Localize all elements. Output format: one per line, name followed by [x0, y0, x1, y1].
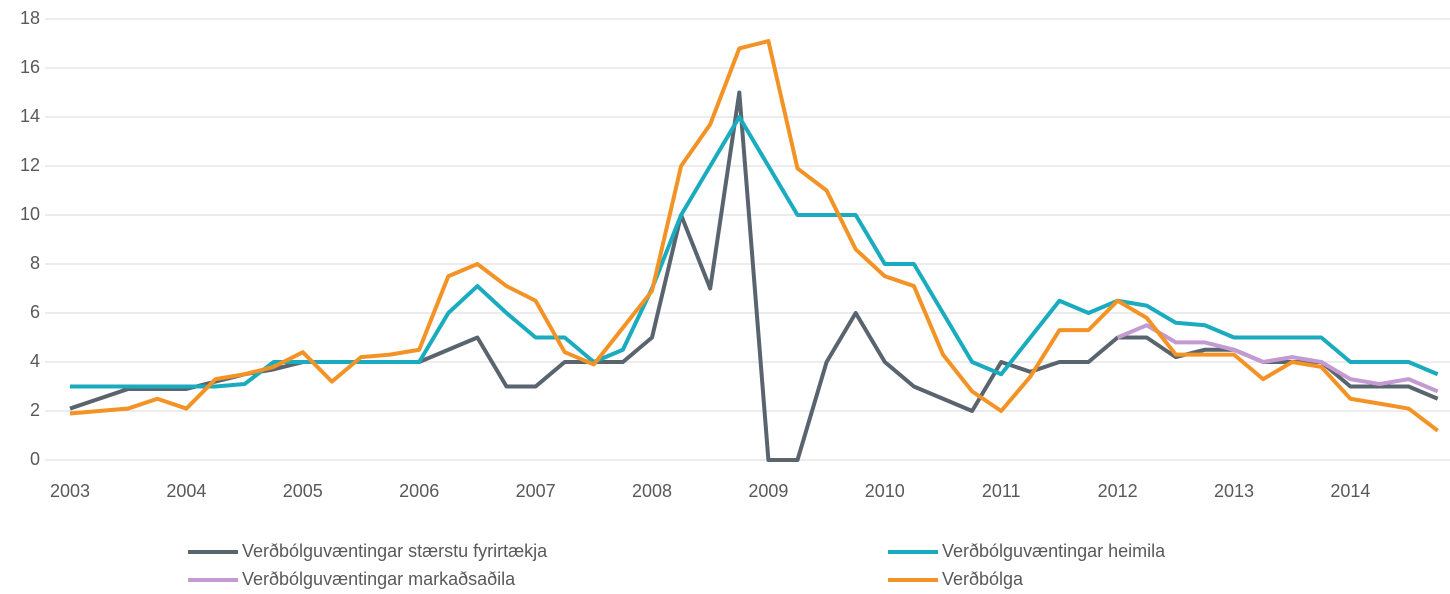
x-tick-label: 2014	[1330, 481, 1370, 501]
x-tick-label: 2013	[1214, 481, 1254, 501]
y-tick-label: 12	[20, 155, 40, 175]
series-line	[70, 115, 1439, 389]
y-tick-label: 4	[30, 351, 40, 371]
x-tick-label: 2009	[748, 481, 788, 501]
x-tick-label: 2010	[865, 481, 905, 501]
y-tick-label: 18	[20, 8, 40, 28]
x-tick-label: 2006	[399, 481, 439, 501]
x-tick-label: 2005	[283, 481, 323, 501]
y-tick-label: 0	[30, 449, 40, 469]
x-tick-label: 2004	[166, 481, 206, 501]
legend-label: Verðbólguvæntingar markaðsaðila	[242, 569, 516, 589]
x-tick-label: 2003	[50, 481, 90, 501]
x-tick-label: 2012	[1098, 481, 1138, 501]
x-tick-label: 2011	[982, 481, 1021, 501]
x-tick-label: 2007	[516, 481, 556, 501]
series-line	[69, 90, 1439, 462]
y-tick-label: 8	[30, 253, 40, 273]
y-tick-label: 2	[30, 400, 40, 420]
y-tick-label: 16	[20, 57, 40, 77]
series-line	[69, 39, 1439, 433]
x-tick-label: 2008	[632, 481, 672, 501]
y-tick-label: 6	[30, 302, 40, 322]
y-tick-label: 14	[20, 106, 40, 126]
legend-label: Verðbólguvæntingar stærstu fyrirtækja	[242, 541, 548, 561]
y-tick-label: 10	[20, 204, 40, 224]
legend-label: Verðbólguvæntingar heimila	[942, 541, 1166, 561]
legend-label: Verðbólga	[942, 569, 1024, 589]
series-line	[1116, 323, 1439, 394]
